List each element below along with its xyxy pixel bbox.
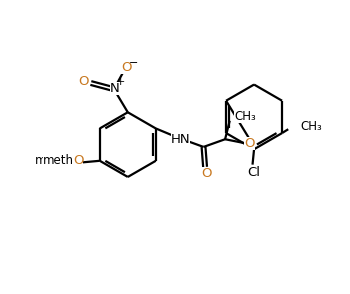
Text: Cl: Cl	[247, 166, 260, 179]
Text: HN: HN	[170, 133, 190, 146]
Text: O: O	[201, 167, 212, 180]
Text: CH₃: CH₃	[234, 110, 256, 123]
Text: O: O	[121, 61, 132, 74]
Text: −: −	[128, 58, 138, 68]
Text: O: O	[73, 154, 83, 167]
Text: N: N	[110, 82, 120, 95]
Text: meth: meth	[35, 153, 66, 166]
Text: O: O	[245, 137, 255, 150]
Text: +: +	[116, 77, 126, 87]
Text: meth: meth	[43, 153, 74, 166]
Text: CH₃: CH₃	[301, 121, 322, 133]
Text: O: O	[78, 75, 88, 88]
